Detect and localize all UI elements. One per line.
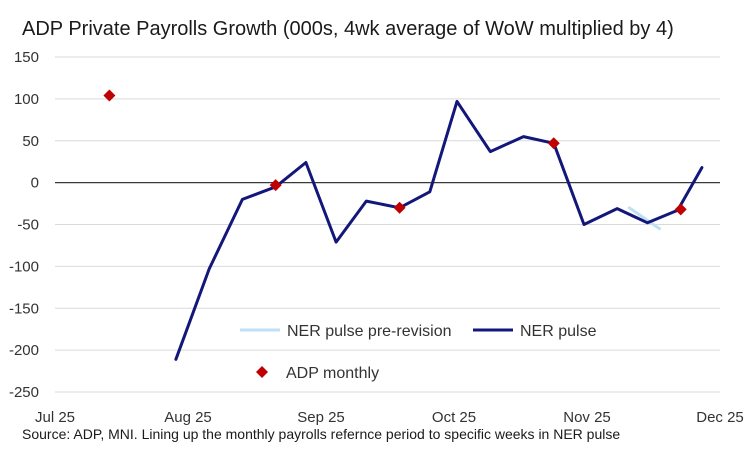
series-line-ner-pulse	[174, 99, 704, 361]
adp-monthly-marker	[103, 89, 116, 102]
y-tick-label: -150	[9, 300, 39, 317]
series-layer	[103, 89, 704, 361]
legend-label: NER pulse pre-revision	[287, 323, 452, 340]
x-tick-label: Jul 25	[35, 409, 75, 426]
chart-source-note: Source: ADP, MNI. Lining up the monthly …	[22, 426, 621, 442]
gridlines	[55, 56, 720, 393]
y-tick-label: 50	[22, 133, 39, 150]
legend-item-ner-pulse: NER pulse	[473, 323, 597, 340]
adp-monthly-marker	[269, 179, 282, 192]
series-line-ner-pulse-pre-revision	[627, 206, 661, 231]
y-tick-label: 150	[14, 49, 39, 66]
x-tick-label: Nov 25	[563, 409, 611, 426]
adp-monthly-marker	[674, 203, 687, 216]
adp-monthly-marker	[547, 137, 560, 150]
legend-label: ADP monthly	[286, 365, 379, 382]
y-axis: 150 100 50 0 -50 -100 -150 -200 -250	[9, 49, 39, 401]
x-tick-label: Sep 25	[297, 409, 345, 426]
x-axis: Jul 25 Aug 25 Sep 25 Oct 25 Nov 25 Dec 25	[35, 409, 744, 426]
x-tick-label: Aug 25	[164, 409, 212, 426]
chart-title: ADP Private Payrolls Growth (000s, 4wk a…	[22, 18, 674, 40]
legend-swatch	[256, 366, 268, 378]
y-tick-label: 0	[31, 175, 39, 192]
legend-item-ner-pulse-pre-revision: NER pulse pre-revision	[240, 323, 452, 340]
legend-label: NER pulse	[520, 323, 597, 340]
y-tick-label: -200	[9, 342, 39, 359]
adp-monthly-marker	[393, 201, 406, 214]
legend-item-adp-monthly: ADP monthly	[256, 365, 379, 382]
x-tick-label: Oct 25	[432, 409, 476, 426]
y-tick-label: 100	[14, 91, 39, 108]
y-tick-label: -100	[9, 258, 39, 275]
y-tick-label: -50	[17, 217, 39, 234]
legend: NER pulse pre-revision NER pulse ADP month…	[240, 323, 597, 382]
x-tick-label: Dec 25	[696, 409, 744, 426]
y-tick-label: -250	[9, 384, 39, 401]
